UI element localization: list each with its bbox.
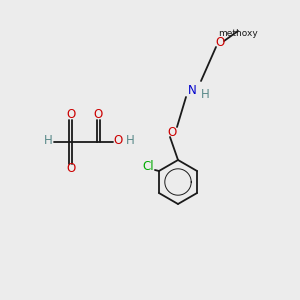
Text: O: O bbox=[167, 125, 177, 139]
Text: N: N bbox=[188, 83, 196, 97]
Text: H: H bbox=[201, 88, 209, 101]
Text: O: O bbox=[66, 109, 76, 122]
Text: O: O bbox=[215, 37, 225, 50]
Text: H: H bbox=[126, 134, 134, 148]
Text: H: H bbox=[44, 134, 52, 148]
Text: O: O bbox=[93, 109, 103, 122]
Text: methoxy: methoxy bbox=[218, 29, 258, 38]
Text: O: O bbox=[113, 134, 123, 148]
Text: O: O bbox=[66, 163, 76, 176]
Text: Cl: Cl bbox=[142, 160, 154, 172]
